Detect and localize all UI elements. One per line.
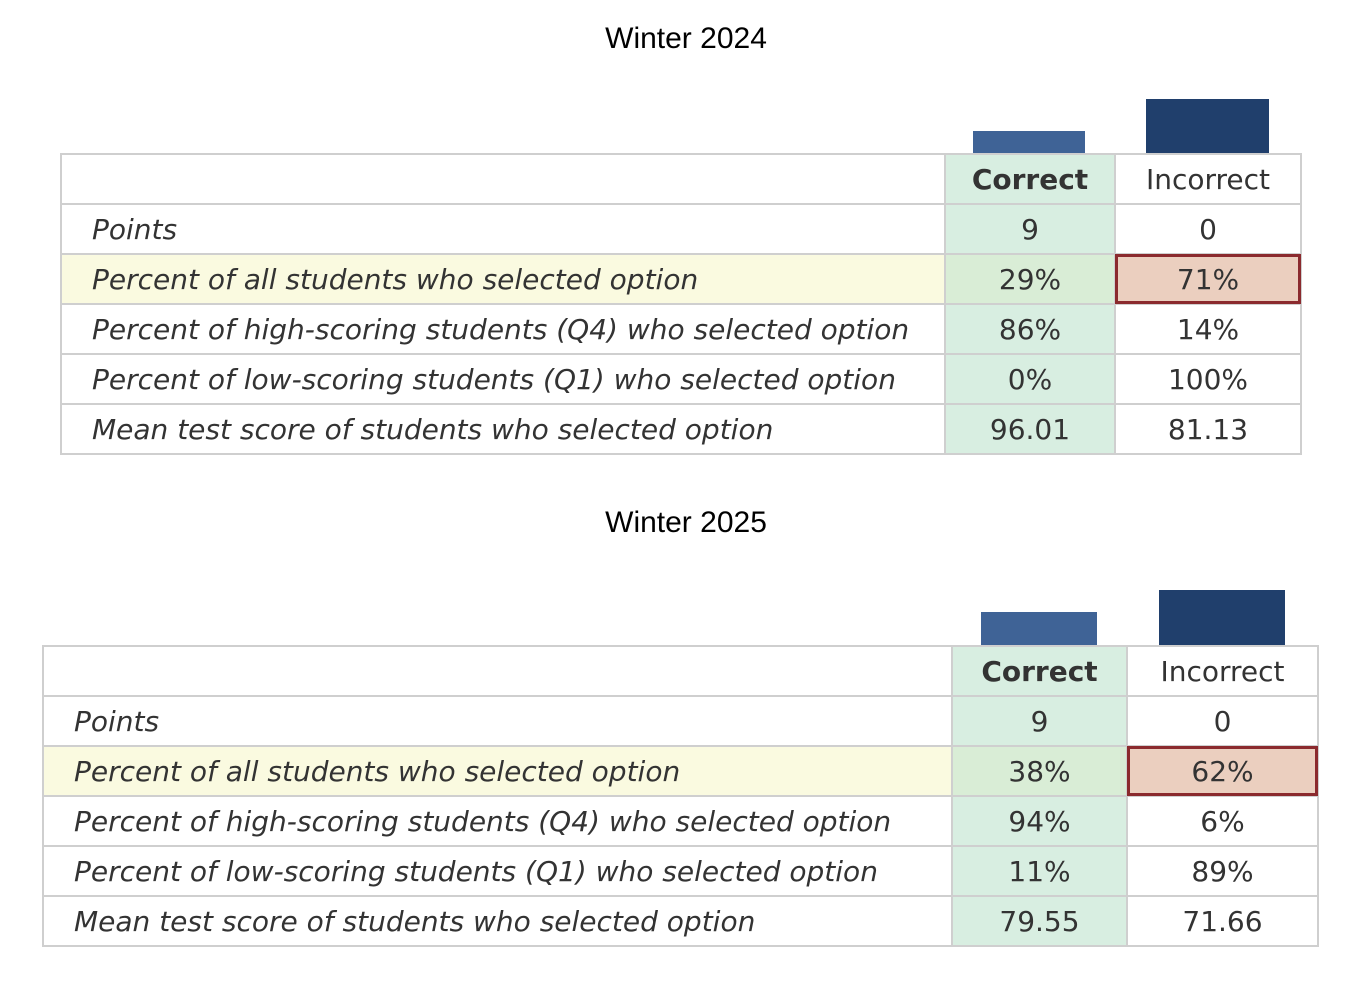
cell-correct: 0%	[944, 353, 1116, 405]
bar-incorrect-2025	[1159, 590, 1285, 646]
cell-correct: 38%	[951, 745, 1128, 797]
table-row: Percent of low-scoring students (Q1) who…	[42, 845, 1319, 897]
row-label: Points	[60, 203, 946, 255]
section-title-2024: Winter 2024	[605, 22, 767, 55]
bar-correct-2024	[973, 131, 1085, 154]
header-row: Correct Incorrect	[42, 645, 1319, 697]
row-label: Percent of high-scoring students (Q4) wh…	[42, 795, 953, 847]
row-label: Points	[42, 695, 953, 747]
row-label: Percent of low-scoring students (Q1) who…	[42, 845, 953, 897]
row-label: Percent of low-scoring students (Q1) who…	[60, 353, 946, 405]
cell-correct: 11%	[951, 845, 1128, 897]
cell-incorrect: 89%	[1126, 845, 1319, 897]
header-empty-cell	[42, 645, 953, 697]
cell-correct: 79.55	[951, 895, 1128, 947]
table-row-highlighted: Percent of all students who selected opt…	[60, 253, 1302, 305]
cell-correct: 86%	[944, 303, 1116, 355]
header-incorrect: Incorrect	[1114, 153, 1302, 205]
cell-correct: 9	[951, 695, 1128, 747]
row-label: Percent of high-scoring students (Q4) wh…	[60, 303, 946, 355]
table-row: Points 9 0	[60, 203, 1302, 255]
stats-table-2025: Correct Incorrect Points 9 0 Percent of …	[42, 645, 1319, 947]
bar-correct-2025	[981, 612, 1097, 646]
cell-incorrect: 14%	[1114, 303, 1302, 355]
table-row: Percent of high-scoring students (Q4) wh…	[42, 795, 1319, 847]
table-row-highlighted: Percent of all students who selected opt…	[42, 745, 1319, 797]
section-title-2025: Winter 2025	[605, 506, 767, 539]
header-row: Correct Incorrect	[60, 153, 1302, 205]
table-row: Mean test score of students who selected…	[42, 895, 1319, 947]
row-label: Mean test score of students who selected…	[42, 895, 953, 947]
header-correct: Correct	[951, 645, 1128, 697]
table-row: Percent of low-scoring students (Q1) who…	[60, 353, 1302, 405]
cell-incorrect: 81.13	[1114, 403, 1302, 455]
cell-incorrect: 6%	[1126, 795, 1319, 847]
row-label: Mean test score of students who selected…	[60, 403, 946, 455]
header-empty-cell	[60, 153, 946, 205]
bar-incorrect-2024	[1146, 99, 1269, 154]
stats-table-2024: Correct Incorrect Points 9 0 Percent of …	[60, 153, 1302, 455]
cell-correct: 9	[944, 203, 1116, 255]
cell-correct: 94%	[951, 795, 1128, 847]
cell-incorrect: 0	[1126, 695, 1319, 747]
row-label: Percent of all students who selected opt…	[60, 253, 946, 305]
table-row: Percent of high-scoring students (Q4) wh…	[60, 303, 1302, 355]
table-row: Mean test score of students who selected…	[60, 403, 1302, 455]
table-row: Points 9 0	[42, 695, 1319, 747]
header-correct: Correct	[944, 153, 1116, 205]
header-incorrect: Incorrect	[1126, 645, 1319, 697]
cell-incorrect: 71.66	[1126, 895, 1319, 947]
cell-incorrect-highlighted: 62%	[1126, 745, 1319, 797]
cell-correct: 96.01	[944, 403, 1116, 455]
cell-incorrect: 0	[1114, 203, 1302, 255]
cell-correct: 29%	[944, 253, 1116, 305]
cell-incorrect-highlighted: 71%	[1114, 253, 1302, 305]
row-label: Percent of all students who selected opt…	[42, 745, 953, 797]
cell-incorrect: 100%	[1114, 353, 1302, 405]
